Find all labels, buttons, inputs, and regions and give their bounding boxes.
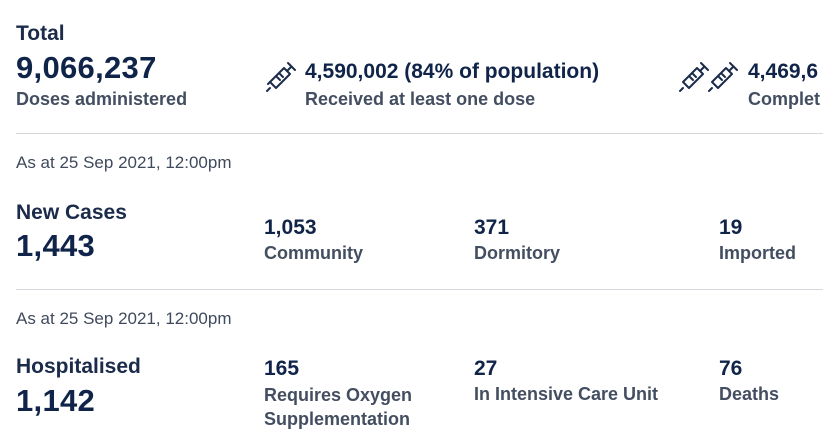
total-doses-caption: Doses administered xyxy=(16,89,188,109)
community-cases-value: 1,053 xyxy=(264,216,317,239)
hospitalised-total: 1,142 xyxy=(16,383,96,418)
icu-label: In Intensive Care Unit xyxy=(474,384,659,404)
one-dose-caption: Received at least one dose xyxy=(305,89,536,109)
syringe-icon xyxy=(266,62,296,92)
dormitory-cases-label: Dormitory xyxy=(474,243,561,263)
hospitalised-title: Hospitalised xyxy=(16,355,141,378)
new-cases-total: 1,443 xyxy=(16,228,96,263)
community-cases-label: Community xyxy=(264,243,363,263)
deaths-value: 76 xyxy=(719,357,743,380)
divider xyxy=(16,289,823,290)
syringe-icon xyxy=(679,62,709,92)
total-label: Total xyxy=(16,22,65,45)
oxygen-label: Requires Oxygen Supplementation xyxy=(264,385,413,429)
imported-cases-value: 19 xyxy=(719,216,743,239)
dormitory-cases-value: 371 xyxy=(474,216,510,239)
one-dose-value: 4,590,002 (84% of population) xyxy=(305,60,600,83)
total-doses-value: 9,066,237 xyxy=(16,50,157,85)
hospital-as-at-timestamp: As at 25 Sep 2021, 12:00pm xyxy=(16,309,232,328)
icu-value: 27 xyxy=(474,357,498,380)
new-cases-title: New Cases xyxy=(16,201,127,224)
cases-as-at-timestamp: As at 25 Sep 2021, 12:00pm xyxy=(16,153,232,172)
fully-vaccinated-value: 4,469,6 xyxy=(748,60,819,83)
syringe-icon xyxy=(708,62,738,92)
imported-cases-label: Imported xyxy=(719,243,797,263)
fully-vaccinated-caption: Complet xyxy=(748,89,820,109)
divider xyxy=(16,133,823,134)
deaths-label: Deaths xyxy=(719,384,780,404)
oxygen-value: 165 xyxy=(264,357,300,380)
